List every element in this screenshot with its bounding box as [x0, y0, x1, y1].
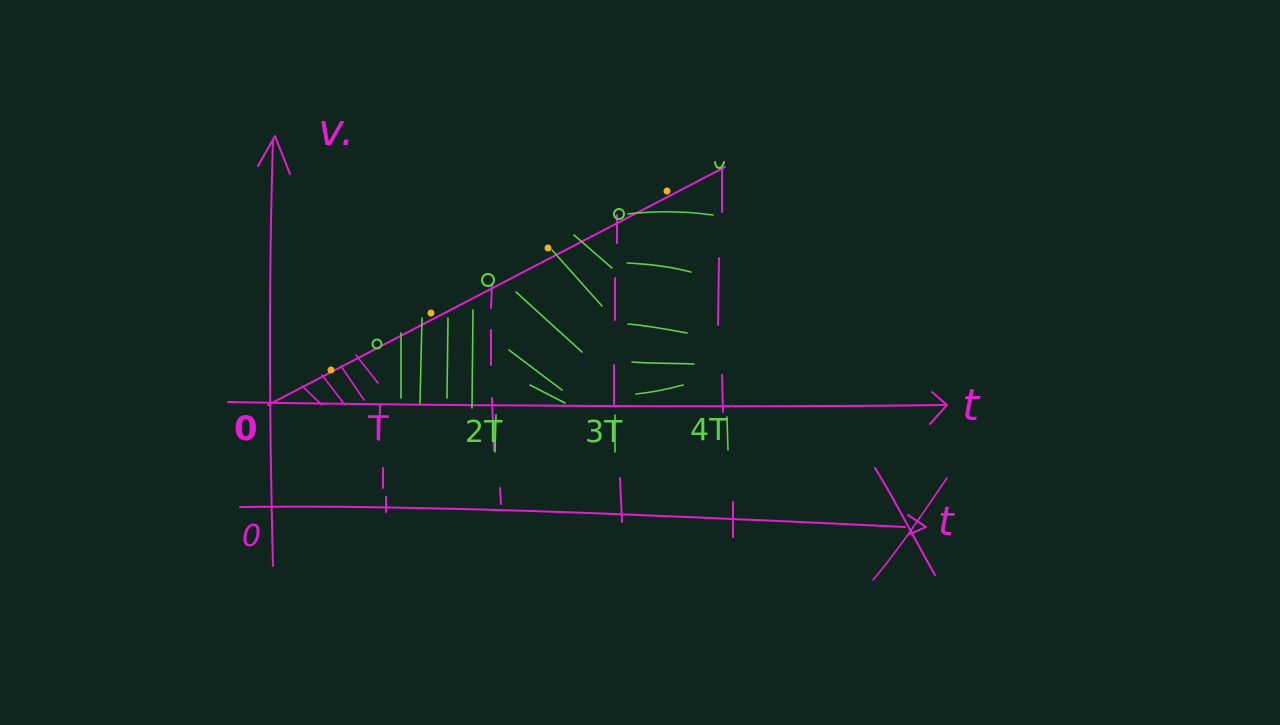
t-axis-line	[227, 401, 946, 408]
divider-T	[378, 404, 381, 441]
line-points	[327, 161, 725, 374]
tick-label-3T: 3T	[585, 415, 623, 450]
divider-4T-c	[721, 374, 724, 413]
cross-out-stroke-2	[872, 477, 948, 581]
divider-2T-a	[490, 284, 493, 309]
v-axis-line	[268, 139, 274, 567]
origin-label-top: 0	[234, 409, 258, 449]
velocity-line	[267, 166, 726, 406]
point-yellow-2	[427, 309, 435, 317]
point-green-4	[714, 161, 725, 169]
axis-tick-marks	[494, 414, 729, 453]
bottom-axis-arrowhead	[907, 514, 927, 535]
point-green-3	[613, 208, 625, 220]
bottom-tick-2T	[499, 487, 502, 505]
origin-label-bottom: 0	[242, 519, 261, 554]
point-yellow-3	[544, 244, 552, 252]
v-axis-arrowhead	[257, 135, 291, 175]
t-axis-label-top: t	[962, 380, 981, 431]
point-green-2	[481, 273, 495, 287]
hatch-region-3	[508, 234, 613, 404]
bottom-axis-line	[239, 505, 906, 528]
tick-label-2T: 2T	[465, 415, 503, 450]
point-green-1	[371, 338, 383, 350]
v-axis-label: v.	[318, 105, 354, 156]
divider-4T-b	[717, 257, 720, 326]
t-axis-arrowhead	[929, 391, 948, 425]
hatch-region-1	[301, 354, 379, 406]
v-t-graph	[227, 135, 948, 567]
tick-label-T: T	[367, 409, 389, 449]
t-axis-label-bottom: t	[938, 499, 955, 545]
point-yellow-4	[663, 187, 671, 195]
hatch-region-4	[626, 210, 714, 395]
t-number-line	[239, 467, 948, 581]
tick-label-4T: 4T	[690, 413, 728, 448]
bottom-tick-3T	[619, 477, 623, 523]
point-yellow-1	[327, 366, 335, 374]
cross-out-stroke-1	[874, 467, 936, 576]
hatch-region-2	[400, 309, 474, 409]
divider-2T-c	[491, 397, 495, 451]
